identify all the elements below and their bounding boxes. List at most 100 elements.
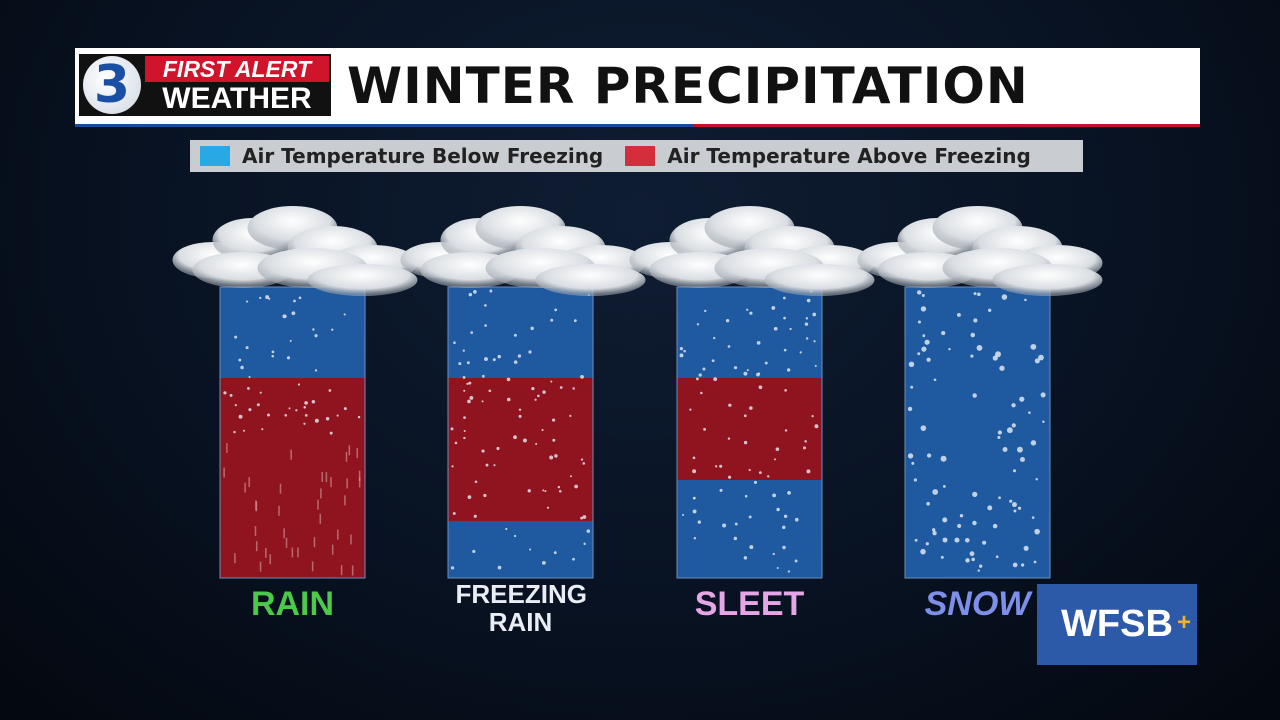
particle	[806, 298, 811, 303]
particle	[291, 311, 296, 316]
particle	[744, 494, 748, 498]
particle	[782, 545, 786, 550]
particle	[959, 514, 964, 518]
particle	[784, 429, 788, 432]
column-label: SNOW	[924, 585, 1031, 623]
legend: Air Temperature Below Freezing Air Temper…	[190, 140, 1083, 172]
particle	[804, 440, 807, 443]
particle	[467, 495, 472, 500]
particle	[787, 490, 791, 495]
particle	[711, 359, 715, 363]
particle	[1040, 392, 1046, 398]
particle	[1024, 298, 1027, 302]
particle	[572, 557, 575, 561]
particle	[572, 387, 575, 390]
particle	[558, 490, 562, 493]
particle	[238, 414, 243, 419]
column-outline	[676, 286, 823, 579]
particle	[489, 289, 493, 293]
particle	[329, 431, 333, 435]
particle	[713, 377, 718, 382]
particle	[466, 361, 470, 365]
particle	[997, 435, 1001, 439]
particle	[497, 354, 501, 359]
particle	[534, 398, 537, 401]
particle	[343, 313, 346, 316]
particle	[1031, 516, 1035, 519]
particle	[1017, 506, 1022, 510]
particle	[544, 490, 547, 493]
particle	[965, 538, 970, 543]
particle	[513, 360, 518, 364]
particle	[942, 485, 946, 488]
particle	[789, 327, 792, 331]
particle	[774, 458, 777, 461]
particle	[1033, 560, 1037, 564]
particle	[488, 389, 492, 393]
particle	[463, 416, 466, 419]
particle	[772, 493, 777, 498]
particle	[921, 346, 927, 352]
particle	[454, 441, 458, 445]
particle	[463, 389, 466, 392]
particle	[506, 377, 511, 382]
particle	[917, 352, 921, 356]
particle	[722, 523, 727, 528]
particle	[582, 462, 586, 465]
particle	[812, 312, 817, 317]
particle	[995, 555, 999, 559]
particle	[957, 523, 962, 529]
particle	[240, 365, 244, 370]
particle	[784, 389, 787, 392]
particle	[734, 522, 738, 526]
particle	[1009, 499, 1013, 503]
particle	[484, 304, 487, 307]
particle	[481, 374, 485, 378]
particle	[719, 464, 723, 468]
particle	[473, 289, 477, 294]
particle	[304, 401, 308, 405]
particle	[569, 414, 572, 417]
particle	[284, 414, 288, 417]
particle	[908, 361, 915, 368]
particle	[271, 354, 275, 358]
particle	[969, 551, 975, 557]
particle	[468, 381, 472, 385]
particle	[970, 354, 974, 358]
particle	[932, 528, 936, 532]
particle	[725, 318, 730, 323]
particle	[999, 365, 1005, 371]
particle	[541, 428, 544, 432]
particle	[518, 414, 522, 418]
particle	[746, 369, 749, 372]
particle	[343, 407, 347, 411]
particle	[246, 300, 249, 303]
particle	[513, 435, 517, 440]
header-bar: 3 FIRST ALERT WEATHER WINTER PRECIPITATI…	[75, 48, 1200, 127]
particle	[247, 386, 250, 390]
particle	[775, 447, 780, 451]
column-label: RAIN	[250, 585, 335, 623]
particle	[773, 326, 778, 331]
particle	[1002, 447, 1008, 452]
particle	[506, 397, 511, 402]
particle	[462, 375, 466, 379]
particle	[570, 475, 573, 478]
particle	[941, 331, 946, 336]
particle	[910, 385, 914, 389]
particle	[470, 331, 474, 334]
particle	[799, 351, 802, 354]
particle	[689, 408, 692, 411]
logo-line1: FIRST ALERT	[145, 56, 329, 82]
particle	[282, 314, 287, 319]
particle	[1030, 343, 1037, 350]
particle	[1006, 427, 1013, 434]
particle	[286, 356, 291, 360]
particle	[1030, 440, 1037, 446]
particle	[992, 523, 998, 529]
particle	[804, 322, 809, 326]
cloud-puff	[992, 264, 1103, 296]
particle	[336, 414, 339, 417]
particle	[749, 406, 753, 410]
particle	[727, 437, 731, 440]
